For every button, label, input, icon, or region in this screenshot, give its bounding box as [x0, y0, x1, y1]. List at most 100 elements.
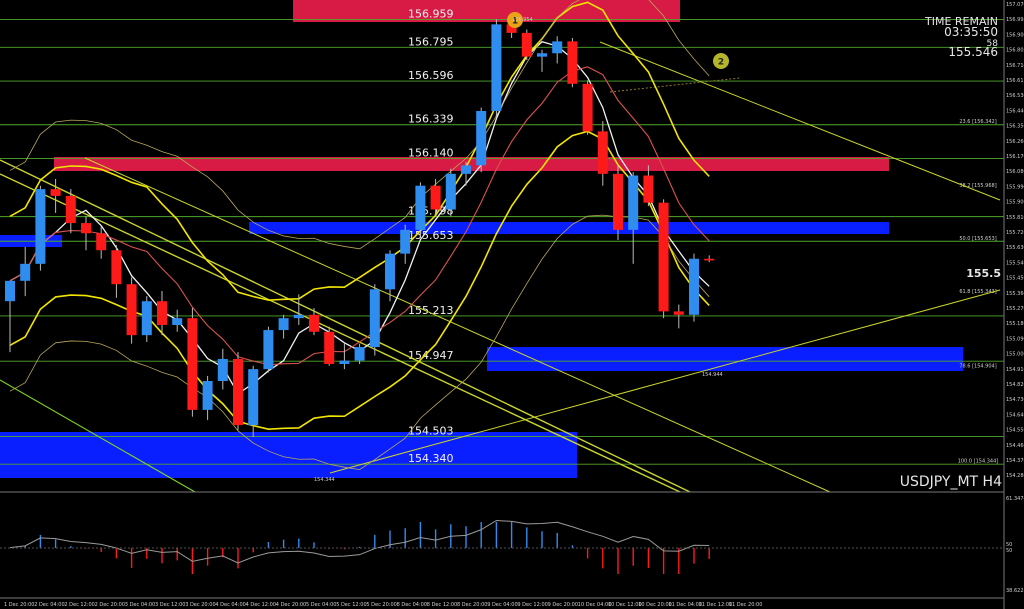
candle-body-30	[461, 165, 471, 174]
level-label-3: 156.339	[408, 113, 454, 126]
price-tick-14: 155.810	[1006, 215, 1024, 221]
current-price-label: 155.5	[966, 267, 1001, 280]
osc-signal-line	[9, 519, 710, 564]
candle-body-4	[65, 195, 76, 224]
candle-body-17	[263, 330, 274, 370]
osc-tick-1: 50	[1006, 542, 1012, 548]
price-tick-6: 156.530	[1006, 93, 1024, 99]
time-tick-2: 2 Dec 12:00	[64, 602, 94, 608]
time-tick-6: 3 Dec 20:00	[185, 602, 215, 608]
level-label-2: 156.596	[408, 69, 454, 82]
time-tick-20: 10 Dec 12:00	[608, 602, 642, 608]
price-tick-25: 154.820	[1006, 382, 1024, 388]
candle-body-39	[597, 131, 608, 174]
candle-body-14	[217, 358, 228, 382]
level-label-4: 156.140	[408, 147, 454, 160]
time-tick-11: 5 Dec 12:00	[336, 602, 366, 608]
price-tick-1: 156.995	[1006, 17, 1024, 23]
timer-value: 03:35:50	[944, 25, 998, 39]
marker-circle-1	[713, 53, 729, 69]
price-tick-4: 156.710	[1006, 63, 1024, 69]
candle-body-16	[248, 369, 259, 426]
price-tick-26: 154.730	[1006, 397, 1024, 403]
level-label-10: 154.340	[408, 452, 454, 465]
band-lower-line	[9, 130, 710, 431]
fib-label-4: 78.6 [154.904]	[959, 363, 996, 369]
candle-body-3	[50, 189, 61, 196]
candle-body-26	[400, 229, 411, 254]
price-tick-21: 155.180	[1006, 321, 1024, 327]
candle-body-28	[430, 185, 441, 210]
price-tick-27: 154.640	[1006, 412, 1024, 418]
time-tick-19: 10 Dec 04:00	[578, 602, 612, 608]
price-tick-8: 156.350	[1006, 124, 1024, 130]
fib-label-1: 38.2 [155.968]	[959, 183, 996, 189]
price-tick-13: 155.900	[1006, 200, 1024, 206]
candle-body-40	[613, 173, 623, 230]
price-tick-12: 155.990	[1006, 184, 1024, 190]
candle-body-27	[415, 185, 426, 230]
price-tick-18: 155.450	[1006, 276, 1024, 282]
timer-price: 155.546	[948, 45, 998, 59]
price-tick-7: 156.440	[1006, 108, 1024, 114]
fib-label-0: 23.6 [156.342]	[959, 119, 996, 125]
candle-body-37	[567, 41, 578, 84]
price-tick-0: 157.070	[1006, 2, 1024, 8]
trendline-dotted	[609, 77, 741, 93]
price-tick-2: 156.900	[1006, 32, 1024, 38]
high-label: 156.954	[512, 17, 533, 23]
price-tick-31: 154.280	[1006, 473, 1024, 479]
candle-body-41	[628, 175, 639, 230]
time-tick-13: 8 Dec 04:00	[397, 602, 427, 608]
lower-demand-zone	[487, 347, 963, 371]
price-tick-15: 155.720	[1006, 230, 1024, 236]
ma-slow-line	[9, 66, 710, 366]
timer-sub: 58	[987, 39, 999, 49]
candle-body-18	[278, 318, 289, 331]
marker-label-0: 1	[512, 17, 518, 27]
price-tick-10: 156.170	[1006, 154, 1024, 160]
candle-body-13	[202, 381, 213, 410]
price-tick-22: 155.090	[1006, 336, 1024, 342]
levels-layer: 156.959156.795156.596156.339156.140155.7…	[0, 7, 1004, 465]
time-tick-9: 4 Dec 20:00	[276, 602, 306, 608]
time-tick-18: 9 Dec 20:00	[548, 602, 578, 608]
time-tick-8: 4 Dec 12:00	[246, 602, 276, 608]
time-tick-24: 11 Dec 20:00	[729, 602, 763, 608]
symbol-label: USDJPY_MT H4	[900, 474, 1002, 490]
candle-body-12	[187, 318, 198, 410]
price-tick-16: 155.630	[1006, 245, 1024, 251]
candle-body-10	[157, 301, 167, 325]
price-tick-3: 156.805	[1006, 48, 1024, 54]
candle-body-43	[658, 202, 669, 312]
candle-body-7	[111, 250, 122, 285]
candle-body-20	[309, 314, 319, 332]
price-tick-19: 155.360	[1006, 291, 1024, 297]
candle-body-35	[537, 53, 547, 57]
price-axis: 157.070 156.995 156.900 156.805 156.710 156.6…	[1006, 2, 1024, 594]
envelope-upper-line	[9, 0, 710, 250]
price-tick-5: 156.615	[1006, 78, 1024, 84]
time-tick-23: 11 Dec 12:00	[699, 602, 733, 608]
price-tick-29: 154.460	[1006, 443, 1024, 449]
time-tick-7: 4 Dec 04:00	[215, 602, 245, 608]
candle-body-42	[643, 175, 654, 203]
candle-body-15	[233, 358, 243, 426]
candle-body-0	[5, 280, 15, 302]
price-tick-17: 155.540	[1006, 260, 1024, 266]
mid-resistance-zone	[54, 157, 889, 171]
price-tick-20: 155.270	[1006, 306, 1024, 312]
trendline-channel-lower	[0, 173, 681, 493]
candle-body-5	[81, 223, 91, 234]
candle-body-46	[704, 258, 715, 261]
price-tick-11: 156.080	[1006, 169, 1024, 175]
level-label-1: 156.795	[408, 35, 454, 48]
osc-tick-2: 50	[1006, 548, 1012, 554]
candle-body-6	[96, 233, 107, 251]
candle-body-36	[552, 41, 563, 54]
low-label: 154.344	[314, 477, 335, 483]
candles-layer	[5, 19, 715, 438]
osc-tick-3: 38.6228	[1006, 588, 1024, 594]
